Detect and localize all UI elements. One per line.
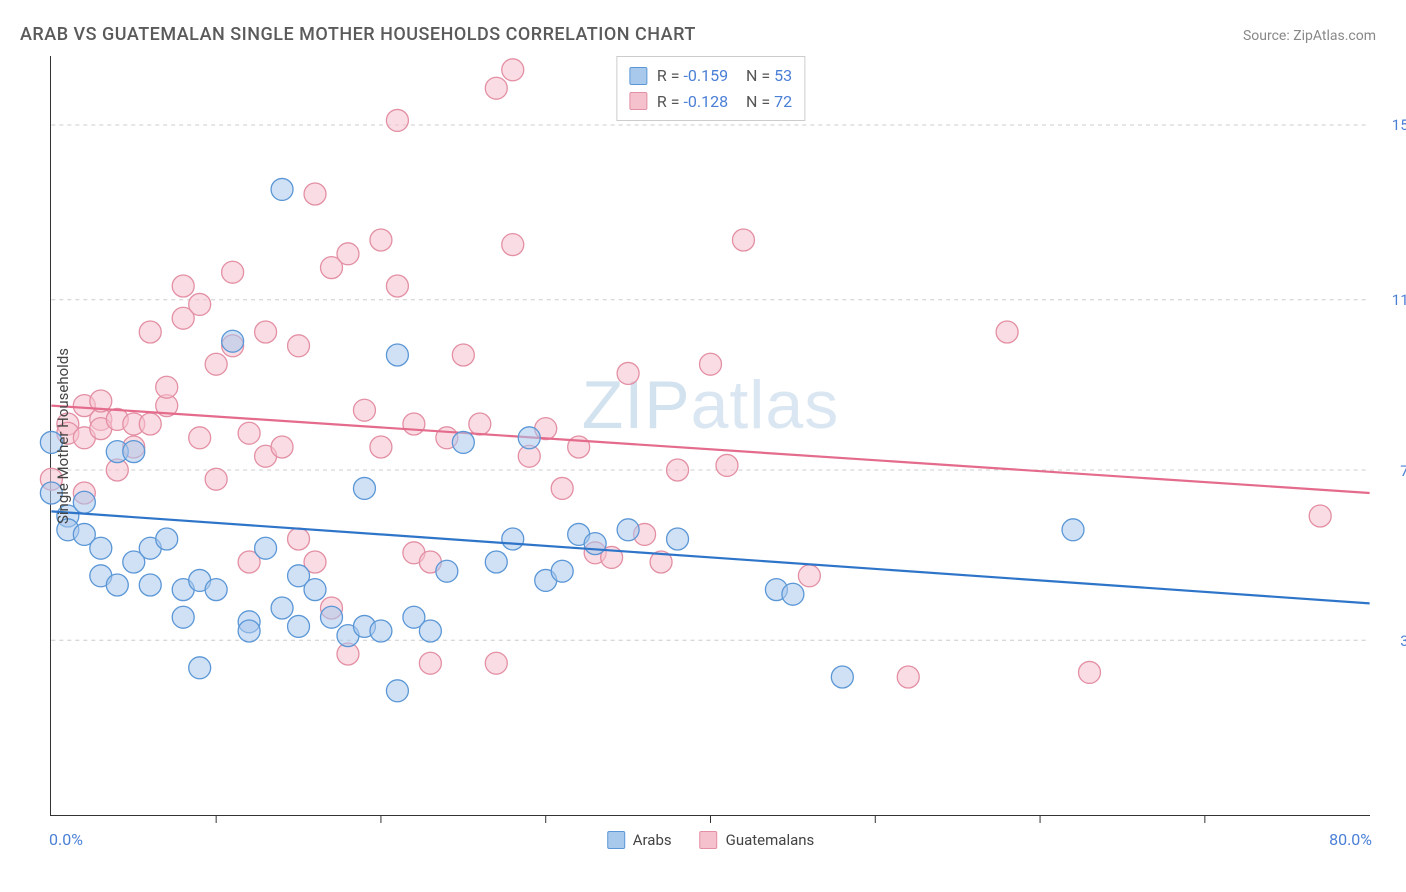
plot-area: ZIPatlas Single Mother Households 0.0% 8… xyxy=(50,56,1370,816)
legend-swatch-arabs xyxy=(607,831,625,849)
y-tick-label: 7.5% xyxy=(1400,462,1406,480)
source-label: Source: ZipAtlas.com xyxy=(1243,28,1376,44)
legend-item-guatemalans: Guatemalans xyxy=(700,831,815,849)
legend-swatch-guatemalans xyxy=(700,831,718,849)
bottom-legend: Arabs Guatemalans xyxy=(607,831,815,849)
corr-swatch-guatemalans xyxy=(629,92,647,110)
legend-label-arabs: Arabs xyxy=(633,831,672,849)
legend-label-guatemalans: Guatemalans xyxy=(726,831,815,849)
legend-item-arabs: Arabs xyxy=(607,831,672,849)
corr-row-guatemalans: R = -0.128 N = 72 xyxy=(629,89,792,115)
y-tick-label: 15.0% xyxy=(1392,116,1406,134)
chart-title: ARAB VS GUATEMALAN SINGLE MOTHER HOUSEHO… xyxy=(20,24,696,45)
x-axis-max-label: 80.0% xyxy=(1329,830,1372,849)
chart-container: ARAB VS GUATEMALAN SINGLE MOTHER HOUSEHO… xyxy=(0,0,1406,892)
y-axis-label: Single Mother Households xyxy=(54,347,72,523)
y-tick-label: 11.2% xyxy=(1392,291,1406,309)
corr-swatch-arabs xyxy=(629,67,647,85)
corr-row-arabs: R = -0.159 N = 53 xyxy=(629,63,792,89)
y-tick-label: 3.8% xyxy=(1400,632,1406,650)
correlation-box: R = -0.159 N = 53 R = -0.128 N = 72 xyxy=(616,56,805,121)
x-axis-min-label: 0.0% xyxy=(49,830,83,849)
chart-svg xyxy=(51,56,1370,815)
